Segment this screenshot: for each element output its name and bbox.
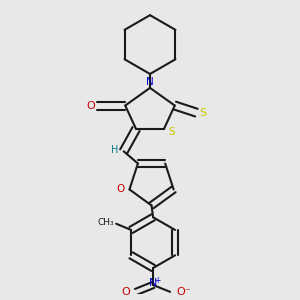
Text: O: O bbox=[121, 287, 130, 297]
Text: S: S bbox=[168, 127, 175, 136]
Text: O⁻: O⁻ bbox=[176, 287, 191, 297]
Text: O: O bbox=[117, 184, 125, 194]
Text: H: H bbox=[111, 145, 119, 155]
Text: +: + bbox=[154, 276, 161, 285]
Text: S: S bbox=[200, 108, 207, 118]
Text: N: N bbox=[146, 77, 154, 87]
Text: CH₃: CH₃ bbox=[97, 218, 114, 227]
Text: N: N bbox=[149, 278, 157, 289]
Text: O: O bbox=[86, 100, 95, 110]
